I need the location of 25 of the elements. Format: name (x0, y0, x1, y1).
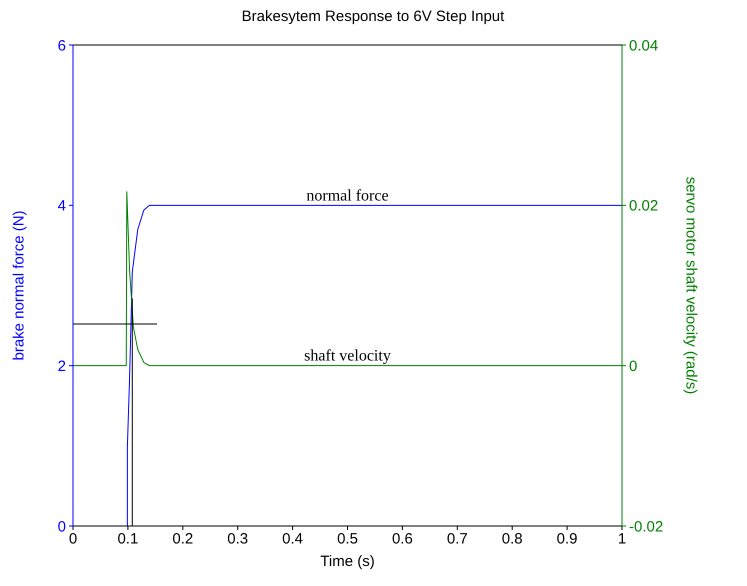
y-tick-label: 2 (58, 358, 66, 375)
x-tick-label: 0 (68, 530, 78, 548)
x-tick-label: 0.1 (117, 530, 138, 548)
y2-tick-label: 0.02 (629, 198, 658, 215)
y2-axis-title: servo motor shaft velocity (rad/s) (682, 176, 700, 394)
annotation: shaft velocity (304, 348, 391, 365)
y2-tick-label: 0 (629, 358, 638, 375)
x-tick-label: 0.9 (556, 530, 578, 548)
y-tick-label: 6 (58, 37, 66, 54)
x-tick-label: 0.7 (446, 530, 468, 548)
x-tick-label: 0.2 (172, 530, 194, 548)
y2-tick-label: -0.02 (629, 518, 664, 536)
y2-tick-label: 0.04 (629, 37, 658, 54)
x-tick-label: 0.4 (282, 530, 304, 548)
x-axis-title: Time (s) (320, 553, 375, 570)
x-tick-label: 0.8 (502, 530, 523, 548)
chart-title: Brakesytem Response to 6V Step Input (240, 8, 506, 25)
x-tick-label: 0.5 (337, 530, 358, 548)
x-tick-label: 0.6 (392, 530, 413, 548)
x-tick-label: 1 (618, 530, 626, 548)
y-tick-label: 0 (58, 518, 66, 536)
x-tick-label: 0.3 (227, 530, 248, 548)
y-tick-label: 4 (58, 198, 66, 215)
annotation: normal force (306, 187, 389, 204)
y-axis-title: brake normal force (N) (10, 210, 28, 361)
